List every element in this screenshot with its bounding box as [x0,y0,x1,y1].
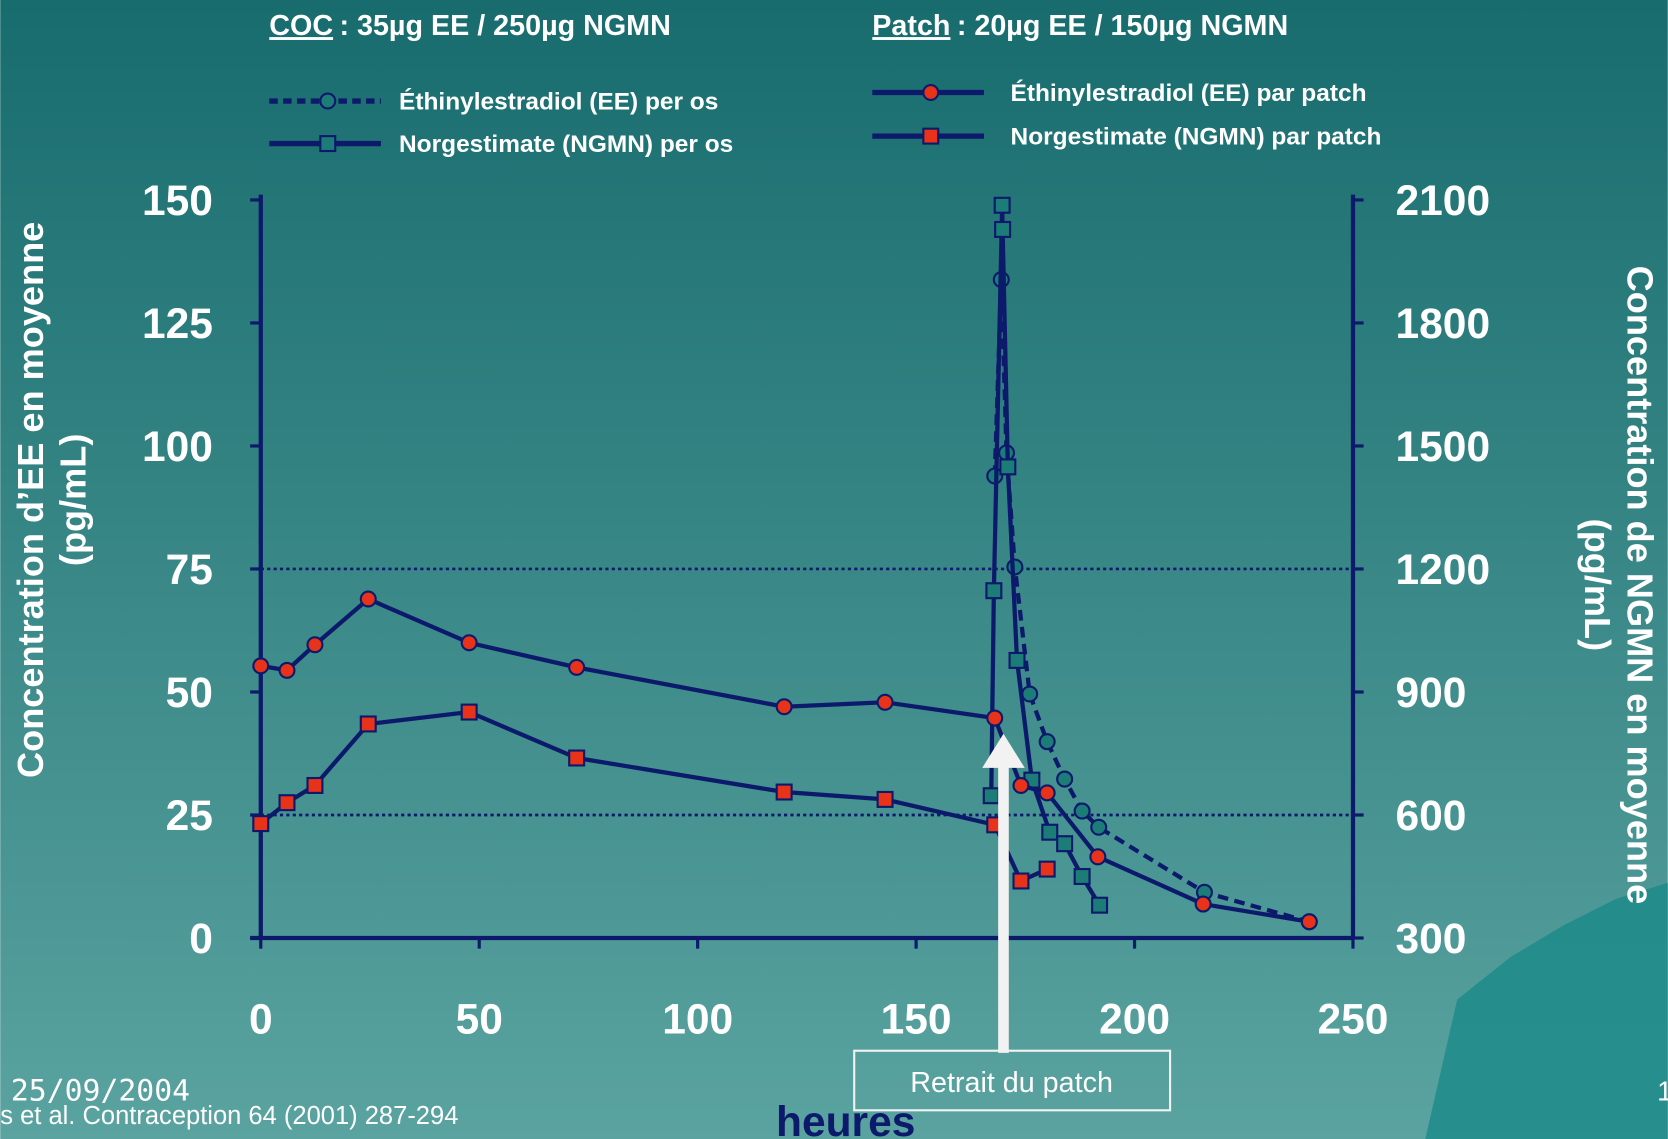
annotation-arrow [982,733,1025,1053]
y-tick-label: 150 [142,177,213,225]
marker [1056,770,1074,788]
page-number: 1 [1657,1076,1668,1107]
y-tick-label: 75 [166,546,213,594]
marker [876,693,894,711]
y-tick-label: 100 [142,423,213,471]
marker [460,703,478,721]
legend-header-label: Patch [872,10,950,42]
marker [1090,818,1108,836]
y-tick-label: 0 [189,915,213,963]
y2-tick-label: 1800 [1396,300,1491,348]
marker [252,815,270,833]
y-tick-label: 125 [142,300,213,348]
marker [1300,913,1318,931]
legend-label: Norgestimate (NGMN) par patch [1011,124,1382,151]
marker [775,783,793,801]
y2-axis-title: Concentration de NGMN en moyenne(pg/mL) [1577,266,1661,905]
y2-tick-label: 1500 [1396,423,1491,471]
x-axis-title: heures [776,1098,915,1139]
legend-header: Patch: 20µg EE / 150µg NGMN [872,10,1288,42]
marker [306,636,324,654]
marker [359,590,377,608]
marker [1073,867,1091,886]
footer-date: 25/09/2004 [11,1074,190,1109]
legend-marker [922,127,940,145]
marker [1041,823,1059,841]
x-tick-label: 50 [456,996,503,1044]
marker [876,790,894,808]
y2-tick-label: 2100 [1396,177,1491,225]
marker [252,657,270,675]
y2-tick-label: 300 [1396,915,1467,963]
series-line [260,596,1310,924]
marker [1089,848,1107,866]
y-axis-title: Concentration d’EE en moyenne(pg/mL) [10,222,94,778]
y-tick-label: 25 [166,792,213,840]
marker [999,458,1017,476]
marker [985,582,1003,600]
marker [1012,872,1030,890]
marker [1194,895,1212,913]
marker [278,661,296,679]
marker [306,776,324,794]
legend-marker [319,135,337,153]
marker [994,220,1012,238]
marker [568,749,586,767]
legend-label: Éthinylestradiol (EE) per os [399,88,718,116]
marker [1091,896,1109,914]
x-tick-label: 0 [249,996,273,1044]
annotation-text: Retrait du patch [910,1067,1113,1099]
legend-marker [319,92,337,110]
marker [1073,802,1091,820]
marker [1038,733,1056,751]
y-tick-label: 50 [166,669,213,717]
marker [1021,685,1039,703]
marker [986,709,1004,727]
marker [1012,776,1030,794]
marker [568,658,586,676]
legend-label: Éthinylestradiol (EE) par patch [1011,79,1367,107]
legend-header-text: : 35µg EE / 250µg NGMN [339,10,670,42]
y2-axis-title-line: Concentration de NGMN en moyenne [1619,266,1660,905]
legend-header-label: COC [269,10,333,42]
marker [1038,784,1056,802]
marker [1008,651,1026,669]
y2-tick-label: 600 [1396,792,1467,840]
x-tick-label: 250 [1318,996,1389,1044]
y2-tick-label: 900 [1396,669,1467,717]
y-axis-title-line: Concentration d’EE en moyenne [10,222,51,778]
x-tick-label: 100 [662,996,733,1044]
marker [278,794,296,812]
y2-axis-title-line: (pg/mL) [1577,519,1618,651]
legend-header: COC: 35µg EE / 250µg NGMN [269,10,671,42]
annotation-box [853,1049,1172,1112]
marker [775,698,793,716]
marker [993,196,1011,214]
x-tick-label: 200 [1099,996,1170,1044]
marker [359,715,377,733]
y-axis-title-line: (pg/mL) [52,434,93,566]
legend-header-text: : 20µg EE / 150µg NGMN [957,10,1288,42]
marker [460,634,478,652]
footer-citation: s et al. Contraception 64 (2001) 287-294 [0,1102,458,1130]
y2-tick-label: 1200 [1396,546,1491,594]
legend-label: Norgestimate (NGMN) per os [399,131,733,158]
marker [1038,860,1056,878]
decor [1425,882,1668,1139]
marker [982,787,1000,805]
legend-marker [922,84,940,102]
marker [1056,835,1074,853]
x-tick-label: 150 [881,996,952,1044]
